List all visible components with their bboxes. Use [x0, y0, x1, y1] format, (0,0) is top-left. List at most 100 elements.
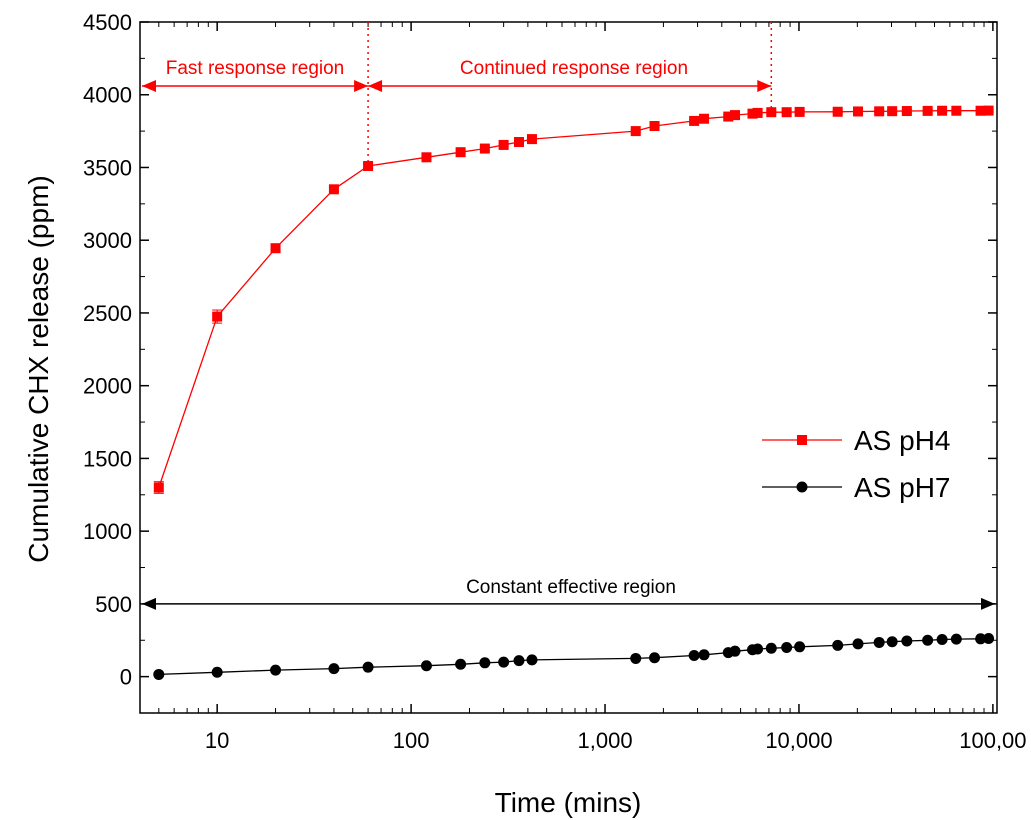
series-2 [153, 633, 995, 680]
data-point [270, 664, 282, 676]
axes: 0 500 1000 1500 2000 2500 3000 3500 4000 4500 10 10… [83, 10, 1026, 753]
series-line [158, 637, 989, 676]
data-point [936, 634, 948, 646]
data-point [922, 634, 934, 646]
x-axis-title: Time (mins) [495, 787, 642, 818]
legend-marker [797, 435, 807, 445]
data-point [649, 121, 660, 132]
y-tick-label: 4500 [83, 10, 132, 35]
fast-response-arrow-head-right [354, 80, 369, 92]
data-point [698, 649, 710, 661]
data-point [212, 311, 223, 322]
data-point [873, 636, 885, 648]
data-point [951, 105, 962, 116]
data-point [723, 111, 734, 122]
data-point [832, 106, 843, 117]
data-point [794, 106, 805, 117]
legend: AS pH4 AS pH7 [762, 425, 951, 503]
data-point [983, 633, 995, 645]
data-point [699, 113, 710, 124]
legend-marker [796, 481, 808, 493]
data-point [328, 184, 339, 195]
data-point [752, 643, 764, 655]
data-point [526, 134, 537, 145]
data-point [922, 105, 933, 116]
legend-label: AS pH4 [854, 425, 951, 456]
data-point [630, 126, 641, 137]
data-point [729, 645, 741, 657]
fast-response-arrow-head-left [142, 80, 156, 92]
data-point [455, 658, 467, 670]
data-point [853, 106, 864, 117]
constant-effective-arrow-head-right [981, 597, 995, 610]
data-point [901, 106, 912, 117]
data-point [901, 635, 913, 647]
data-point [526, 654, 538, 666]
continued-response-region-label: Continued response region [460, 58, 688, 79]
x-tick-label: 100,00 [959, 728, 1026, 753]
data-point [886, 636, 898, 648]
data-point [983, 105, 994, 116]
data-point [730, 110, 741, 121]
data-point [498, 656, 510, 668]
data-point [832, 639, 844, 651]
x-tick-label: 1,000 [578, 728, 633, 753]
data-point [852, 638, 864, 650]
data-point [975, 633, 987, 645]
series-layer [153, 105, 995, 680]
y-tick-label: 3000 [83, 228, 132, 253]
y-tick-label: 2500 [83, 301, 132, 326]
data-point [747, 108, 758, 119]
data-point [153, 668, 165, 680]
data-point [363, 161, 374, 172]
data-point [362, 661, 374, 673]
data-point [794, 641, 806, 653]
data-point [498, 139, 509, 150]
y-tick-label: 3500 [83, 155, 132, 180]
data-point [689, 115, 700, 126]
data-point [420, 660, 432, 672]
fast-response-region-label: Fast response region [166, 58, 345, 79]
data-point [455, 147, 466, 158]
data-point [153, 482, 164, 493]
data-point [766, 107, 777, 118]
annotations [142, 22, 995, 610]
data-point [630, 652, 642, 664]
data-point [781, 107, 792, 118]
x-tick-label: 10 [205, 728, 229, 753]
data-point [421, 152, 432, 163]
data-point [765, 642, 777, 654]
series-1 [153, 105, 994, 494]
constant-effective-arrow-head-left [142, 597, 156, 610]
constant-effective-region-label: Constant effective region [466, 577, 676, 598]
continued-response-arrow-head-left [368, 80, 383, 92]
legend-label: AS pH7 [854, 472, 951, 503]
legend-item-2: AS pH7 [762, 472, 951, 503]
continued-response-arrow-head-right [757, 80, 772, 92]
data-point [513, 137, 524, 148]
data-point [328, 663, 340, 675]
data-point [874, 106, 885, 117]
plot-frame [139, 21, 998, 714]
x-tick-label: 100 [393, 728, 430, 753]
data-point [270, 243, 281, 254]
data-point [688, 650, 700, 662]
y-axis-title: Cumulative CHX release (ppm) [23, 175, 54, 562]
data-point [479, 657, 491, 669]
y-tick-label: 1500 [83, 446, 132, 471]
x-tick-label: 10,000 [765, 728, 832, 753]
y-tick-label: 1000 [83, 519, 132, 544]
y-tick-label: 0 [120, 665, 132, 690]
y-tick-label: 2000 [83, 374, 132, 399]
data-point [950, 633, 962, 645]
y-tick-label: 500 [95, 592, 132, 617]
data-point [479, 143, 490, 154]
data-point [781, 642, 793, 654]
data-point [513, 655, 525, 667]
data-point [887, 106, 898, 117]
data-point [211, 666, 223, 678]
data-point [649, 652, 661, 664]
data-point [975, 105, 986, 116]
legend-item-1: AS pH4 [762, 425, 951, 456]
